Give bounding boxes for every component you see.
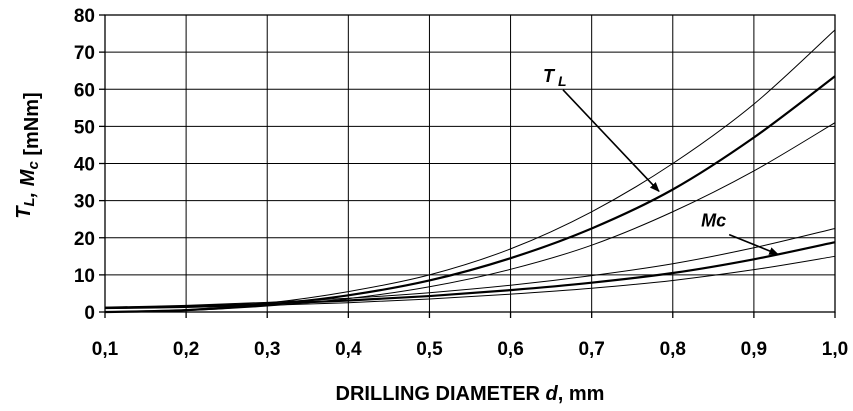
series-line-tl-thin xyxy=(104,122,836,313)
y-tick-label: 20 xyxy=(74,229,95,250)
y-tick-label: 60 xyxy=(74,80,95,101)
y-axis-title: TL, Mc [mNm] xyxy=(13,92,43,218)
x-tick-label: 0,4 xyxy=(335,339,362,360)
series-line-mc-thick xyxy=(104,241,836,310)
annotation-tl-arrow xyxy=(562,89,660,193)
series-line-mc-thin xyxy=(104,227,836,308)
annotation-mc-label: Mc xyxy=(701,211,726,231)
x-tick-label: 1,0 xyxy=(822,339,848,360)
x-axis-ticks: 0,1 0,2 0,3 0,4 0,5 0,6 0,7 0,8 0,9 1,0 xyxy=(92,312,848,360)
y-tick-label: 70 xyxy=(74,43,95,64)
grid xyxy=(105,15,835,312)
series-line-tl-thick xyxy=(104,75,836,314)
annotations: T L Mc xyxy=(543,66,780,256)
x-tick-label: 0,3 xyxy=(254,339,280,360)
y-tick-label: 0 xyxy=(84,303,95,324)
y-tick-label: 30 xyxy=(74,192,95,213)
annotation-mc-arrow xyxy=(728,233,780,256)
x-tick-label: 0,5 xyxy=(416,339,443,360)
y-tick-label: 80 xyxy=(74,6,95,27)
y-axis-ticks: 0 10 20 30 40 50 60 70 80 xyxy=(74,6,105,324)
y-tick-label: 40 xyxy=(74,155,95,176)
x-tick-label: 0,1 xyxy=(92,339,119,360)
y-tick-label: 50 xyxy=(74,117,95,138)
series-line-mc-thin xyxy=(104,255,836,310)
x-tick-label: 0,2 xyxy=(173,339,199,360)
x-axis-title: DRILLING DIAMETER d, mm xyxy=(336,383,605,405)
x-tick-label: 0,9 xyxy=(741,339,767,360)
y-tick-label: 10 xyxy=(74,266,95,287)
series-lines xyxy=(104,29,836,314)
x-tick-label: 0,6 xyxy=(497,339,523,360)
x-tick-label: 0,7 xyxy=(578,339,604,360)
x-tick-label: 0,8 xyxy=(660,339,686,360)
